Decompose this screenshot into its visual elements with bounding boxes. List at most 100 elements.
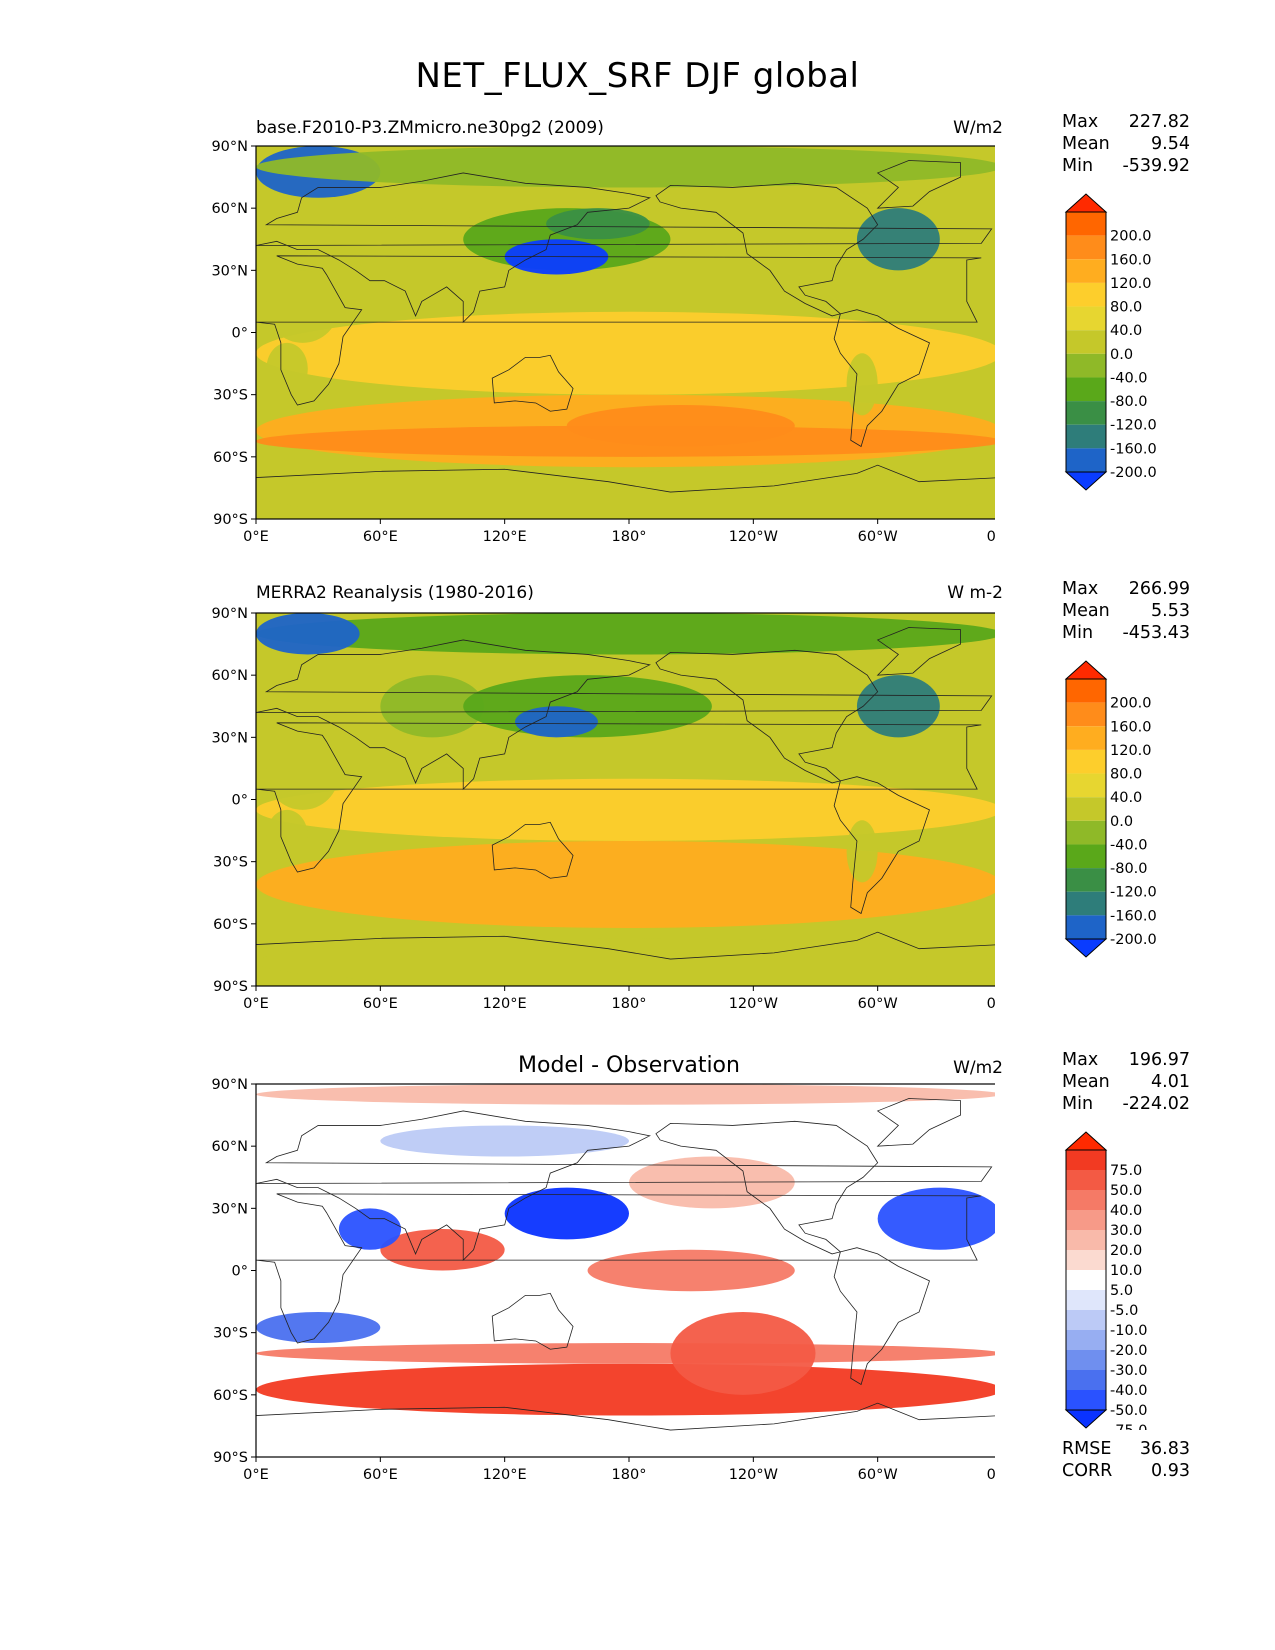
lon-tick-label: 0°E — [243, 1467, 269, 1483]
contour-region — [256, 1311, 381, 1344]
lat-tick-label: 90°N — [211, 1077, 248, 1093]
colorbar-label: 40.0 — [1110, 323, 1142, 339]
stat-rmse: RMSE 36.83 — [1062, 1439, 1190, 1459]
colorbar-label: -200.0 — [1110, 932, 1157, 948]
lat-tick-label: 90°S — [213, 512, 248, 528]
coastlines — [255, 627, 995, 987]
colorbar-label: -160.0 — [1110, 908, 1157, 924]
lat-tick-label: 90°N — [211, 139, 248, 155]
colorbar-label: -120.0 — [1110, 418, 1157, 434]
colorbar-band — [1066, 1150, 1106, 1170]
colorbar-extend-bottom — [1064, 938, 1108, 958]
colorbar-label: -40.0 — [1110, 1383, 1148, 1399]
colorbar-label: -75.0 — [1110, 1423, 1148, 1430]
contour-field — [256, 146, 995, 519]
coastline — [255, 464, 995, 520]
contour-region — [566, 405, 795, 447]
lon-tick-label: 120°W — [729, 529, 778, 545]
colorbar-label: 40.0 — [1110, 1203, 1142, 1219]
contour-region — [256, 471, 995, 519]
contour-region — [856, 208, 940, 271]
colorbar-label: -80.0 — [1110, 861, 1148, 877]
contour-region — [266, 809, 308, 862]
contour-region — [504, 1187, 629, 1240]
lon-tick-label: 120°W — [729, 996, 778, 1012]
lon-tick-label: 0°W — [987, 996, 995, 1012]
lon-tick-label: 120°E — [483, 529, 527, 545]
lat-tick-label: 0° — [232, 1264, 248, 1280]
lon-tick-label: 60°E — [363, 996, 398, 1012]
panel-units: W/m2 — [953, 118, 1003, 138]
lon-tick-label: 60°E — [363, 1467, 398, 1483]
coastline — [833, 776, 930, 915]
colorbar-band — [1066, 330, 1106, 354]
coastline — [876, 1098, 961, 1147]
lat-tick-label: 60°N — [211, 668, 248, 684]
lon-tick-label: 120°E — [483, 1467, 527, 1483]
contour-region — [380, 675, 484, 738]
coastline — [255, 172, 993, 324]
panel-units: W m-2 — [947, 583, 1003, 603]
colorbar-band — [1066, 401, 1106, 425]
stat-max: Max 266.99 — [1062, 579, 1190, 599]
contour-region — [256, 311, 995, 395]
colorbar-label: -120.0 — [1110, 885, 1157, 901]
panel-model: base.F2010-P3.ZMmicro.ne30pg2 (2009) W/m… — [0, 0, 1275, 545]
coastline — [491, 354, 574, 412]
colorbar-label: 120.0 — [1110, 276, 1152, 292]
lon-tick-label: 0°W — [987, 1467, 995, 1483]
coastline — [491, 821, 574, 879]
stats-block: Max 227.82 Mean 9.54 Min -539.92 — [1062, 111, 1190, 177]
colorbar-label: 40.0 — [1110, 790, 1142, 806]
colorbar-label: -10.0 — [1110, 1323, 1148, 1339]
contour-region — [266, 737, 339, 810]
colorbar-band — [1066, 1270, 1106, 1290]
contour-region — [846, 820, 878, 883]
colorbar-frame — [1065, 678, 1107, 940]
lat-tick-label: 30°S — [213, 855, 248, 871]
lon-tick-label: 120°E — [483, 996, 527, 1012]
colorbar-band — [1066, 1250, 1106, 1270]
colorbar-label: 160.0 — [1110, 252, 1152, 268]
colorbar-extend-top — [1064, 1131, 1108, 1151]
colorbar-label: 50.0 — [1110, 1183, 1142, 1199]
coastline — [255, 1402, 995, 1458]
figure-title: NET_FLUX_SRF DJF global — [415, 56, 860, 96]
colorbar-band — [1066, 377, 1106, 402]
stat-mean: Mean 4.01 — [1062, 1072, 1190, 1092]
colorbar-label: 30.0 — [1110, 1223, 1142, 1239]
contour-region — [256, 613, 360, 655]
colorbar-label: -5.0 — [1110, 1303, 1138, 1319]
lat-tick-label: 0° — [232, 793, 248, 809]
colorbar-band — [1066, 773, 1106, 798]
colorbar-model: 200.0 160.0 120.0 80.0 40.0 0.0 -40.0 -80.0 -120… — [1064, 193, 1157, 491]
coastline — [833, 309, 930, 448]
colorbar-band — [1066, 259, 1106, 283]
panel-diff: Model - Observation W/m2 90°N 60°N 30°N 0° 3… — [0, 0, 1275, 1483]
contour-region — [338, 1208, 402, 1250]
lon-tick-label: 0°E — [243, 529, 269, 545]
colorbar-band — [1066, 726, 1106, 750]
colorbar-band — [1066, 1190, 1106, 1210]
stat-min: Min -539.92 — [1062, 156, 1190, 176]
coastline — [255, 722, 982, 873]
contour-field — [256, 613, 995, 986]
contour-region — [380, 208, 484, 271]
stat-max: Max 196.97 — [1062, 1050, 1190, 1070]
lat-tick-label: 60°N — [211, 1139, 248, 1155]
colorbar-band — [1066, 679, 1106, 703]
stats-block: Max 196.97 Mean 4.01 Min -224.02 — [1062, 1049, 1190, 1115]
lat-tick-label: 30°S — [213, 388, 248, 404]
colorbar-band — [1066, 844, 1106, 869]
colorbar-label: -20.0 — [1110, 1343, 1148, 1359]
lon-tick-label: 180° — [612, 996, 647, 1012]
contour-region — [877, 1187, 995, 1250]
lat-tick-label: 30°N — [211, 730, 248, 746]
colorbar-label: -200.0 — [1110, 465, 1157, 481]
colorbar-band — [1066, 353, 1106, 378]
coastline — [255, 639, 993, 791]
colorbar-band — [1066, 1290, 1106, 1310]
lon-tick-label: 120°W — [729, 1467, 778, 1483]
contour-region — [266, 342, 308, 395]
colorbar-band — [1066, 891, 1106, 916]
